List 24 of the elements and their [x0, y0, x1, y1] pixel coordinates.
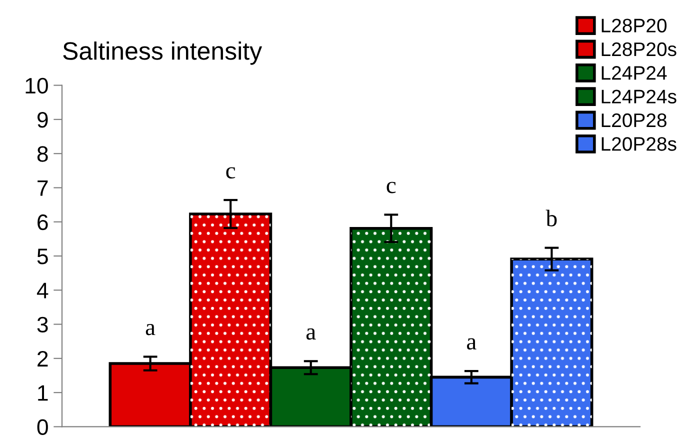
annotation: a	[467, 338, 476, 350]
y-tick-label: 6	[38, 214, 48, 230]
y-tick-label: 0	[37, 419, 48, 435]
legend-label: L24P24	[602, 66, 667, 80]
y-tick-label: 1	[38, 385, 48, 401]
annotation: a	[146, 324, 156, 336]
y-tick-label: 7	[38, 180, 48, 196]
annotation: c	[226, 167, 236, 179]
legend-label: L20P28	[602, 113, 666, 128]
legend-label: L28P20s	[602, 42, 676, 56]
y-tick-label: 9	[37, 112, 48, 128]
y-tick-label: 10	[26, 78, 48, 94]
annotation: c	[386, 182, 396, 194]
annotation: b	[546, 210, 557, 226]
y-tick-label: 3	[37, 316, 48, 333]
legend-label: L20P28s	[602, 137, 676, 151]
y-tick-label: 8	[37, 146, 48, 162]
y-tick-label: 2	[38, 350, 48, 366]
legend-label: L24P24s	[602, 90, 676, 104]
annotation: a	[306, 328, 316, 340]
chart-title: Saltiness intensity	[63, 42, 262, 65]
y-tick-label: 4	[36, 282, 48, 298]
legend-label: L28P20	[602, 18, 667, 32]
y-tick-label: 5	[37, 248, 48, 264]
